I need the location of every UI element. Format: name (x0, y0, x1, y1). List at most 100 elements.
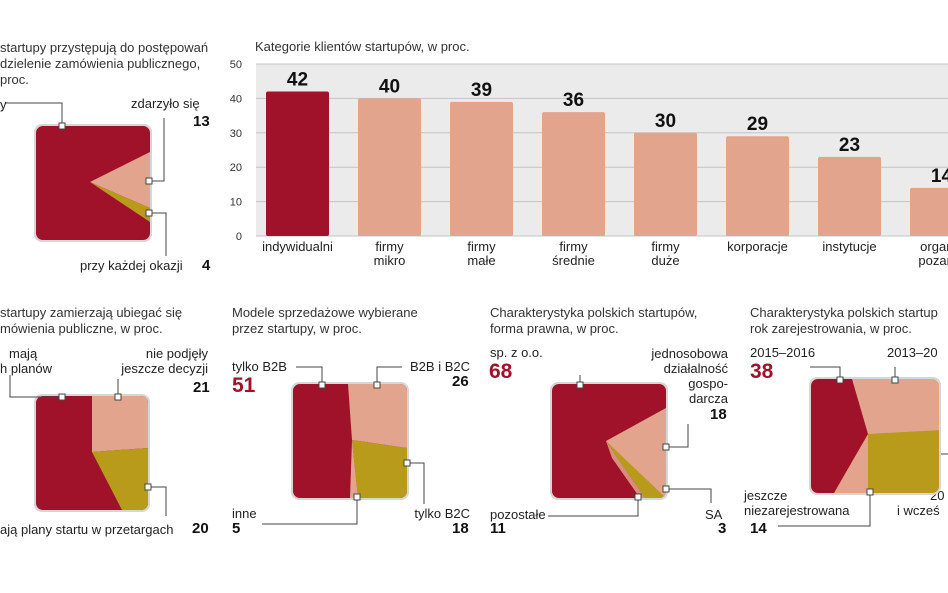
chart6-caption-line: Charakterystyka polskich startup (750, 305, 938, 320)
bar-chart-yaxis: 0 10 20 30 40 50 (230, 59, 242, 243)
chart4-value-b2c: 18 (452, 520, 469, 537)
bar-chart-bar (450, 101, 513, 236)
chart5-label-line: działalność (663, 361, 728, 376)
chart5-marker (634, 493, 642, 501)
chart4-caption-line: Modele sprzedażowe wybierane (232, 305, 418, 320)
chart5-leader (666, 488, 712, 503)
bar-chart-value-label: 39 (471, 80, 492, 101)
chart5-value-other: 11 (490, 520, 506, 537)
chart1-leader (150, 118, 165, 182)
chart1-slice-happened (90, 152, 150, 208)
bar-chart-category-label: średnie (552, 253, 595, 268)
bar-chart-value-label: 40 (379, 76, 400, 97)
chart3-label-plans-start: ają plany startu w przetargach (0, 522, 174, 537)
chart4-value-other: 5 (232, 520, 241, 537)
bar-chart-ytick-label: 0 (236, 231, 242, 243)
chart5-leader (548, 497, 639, 517)
chart4-slice-b2c (352, 440, 407, 498)
chart5-leader (666, 424, 689, 448)
chart3-label-line: mają (9, 346, 38, 361)
chart6-label-line: i wcześ (897, 503, 940, 518)
chart6-caption-line: rok zarejestrowania, w proc. (750, 321, 912, 336)
chart6-marker (891, 376, 899, 384)
chart5-value-jdg: 18 (710, 406, 727, 423)
chart3-slice-plans-start (92, 448, 148, 510)
chart1-leader (6, 102, 63, 126)
chart3-leader (9, 375, 62, 398)
chart3-caption: startupy zamierzają ubiegać się mówienia… (0, 305, 182, 337)
chart3-caption-line: startupy zamierzają ubiegać się (0, 305, 183, 320)
bar-chart-value-label: 23 (839, 135, 860, 156)
chart1-marker (58, 122, 66, 130)
chart5-caption-line: Charakterystyka polskich startupów, (490, 305, 698, 320)
chart4-marker (353, 493, 361, 501)
chart4-label-b2c: tylko B2C (414, 506, 470, 521)
chart1-label-happened: zdarzyło się (131, 96, 200, 111)
bar-chart-category-label: firmy (559, 239, 588, 254)
chart5-value-spzoo: 68 (489, 360, 513, 383)
chart1-caption-line: dzielenie zamówienia publicznego, (0, 56, 201, 71)
chart1-caption-line: proc. (0, 72, 29, 87)
chart5-caption: Charakterystyka polskich startupów, form… (490, 305, 697, 337)
chart1-marker (145, 209, 153, 217)
chart5-slice-jdg (606, 408, 666, 498)
bar-chart-ytick-label: 10 (230, 197, 242, 209)
bar-chart-category-label: pozarzą (918, 253, 948, 268)
chart5-marker (662, 485, 670, 493)
chart3-label-has-plans: mają h planów (0, 346, 52, 376)
bar-chart-value-label: 42 (287, 70, 308, 91)
chart4-marker (373, 381, 381, 389)
chart3-marker (58, 393, 66, 401)
chart5-marker (662, 443, 670, 451)
chart6-leader (778, 492, 871, 527)
chart6-slice-2015 (811, 379, 868, 493)
chart5-marker (576, 381, 584, 389)
chart4-slice-other (350, 440, 358, 498)
chart3-marker (114, 393, 122, 401)
chart5-label-other: pozostałe (490, 507, 546, 522)
chart2-caption: Kategorie klientów startupów, w proc. (255, 39, 470, 54)
chart4-label-b2b: tylko B2B (232, 359, 287, 374)
chart6-label-not-registered: jeszcze niezarejestrowana (744, 488, 869, 518)
bar-chart-bar (542, 112, 605, 236)
chart6-label-2015: 2015–2016 (750, 345, 816, 360)
chart4-leader (262, 497, 358, 525)
bar-chart-bar (910, 187, 948, 236)
bar-chart-category-label: firmy (467, 239, 496, 254)
chart6-marker (836, 376, 844, 384)
chart4-slice-b2b-b2c (348, 384, 407, 448)
chart4-label-b2b-b2c: B2B i B2C (410, 359, 470, 374)
bar-chart-category-label: indywidualni (262, 239, 333, 254)
bar-chart-category-label: instytucje (822, 239, 876, 254)
bar-chart-category-label: firmy (651, 239, 680, 254)
chart1-caption: startupy przystępują do postępowań dziel… (0, 40, 208, 88)
chart4-caption-line: przez startupy, w proc. (232, 321, 362, 336)
chart3-slice-undecided (92, 396, 148, 452)
chart6-slice-older (868, 430, 939, 493)
chart4-leader (376, 366, 402, 385)
chart5-slice-other (606, 441, 645, 498)
chart4-marker (318, 381, 326, 389)
bar-chart-category-label: organiz (920, 239, 948, 254)
chart3-value-undecided: 21 (193, 379, 210, 396)
chart4-label-other: inne (232, 506, 257, 521)
bar-chart-categories: indywidualni firmymikrofirmymałefirmyśred… (262, 239, 948, 268)
chart3-label-line: jeszcze decyzji (121, 361, 208, 376)
chart3-marker (144, 483, 152, 491)
chart4-leader (407, 462, 425, 504)
chart5-slice-sa (606, 441, 666, 498)
chart4-leader (296, 366, 323, 385)
chart1-value-every: 4 (202, 257, 211, 274)
chart5-label-sa: SA (705, 507, 723, 522)
chart1-label-every: przy każdej okazji (80, 258, 183, 273)
chart3-leader (148, 486, 167, 516)
bar-chart-value-label: 36 (563, 90, 584, 111)
chart3-label-line: nie podjęły (145, 346, 208, 361)
bar-chart-category-label: korporacje (727, 239, 788, 254)
bar-chart-bar (818, 156, 881, 236)
chart1-leader (150, 212, 167, 256)
chart4-value-b2b-b2c: 26 (452, 373, 469, 390)
